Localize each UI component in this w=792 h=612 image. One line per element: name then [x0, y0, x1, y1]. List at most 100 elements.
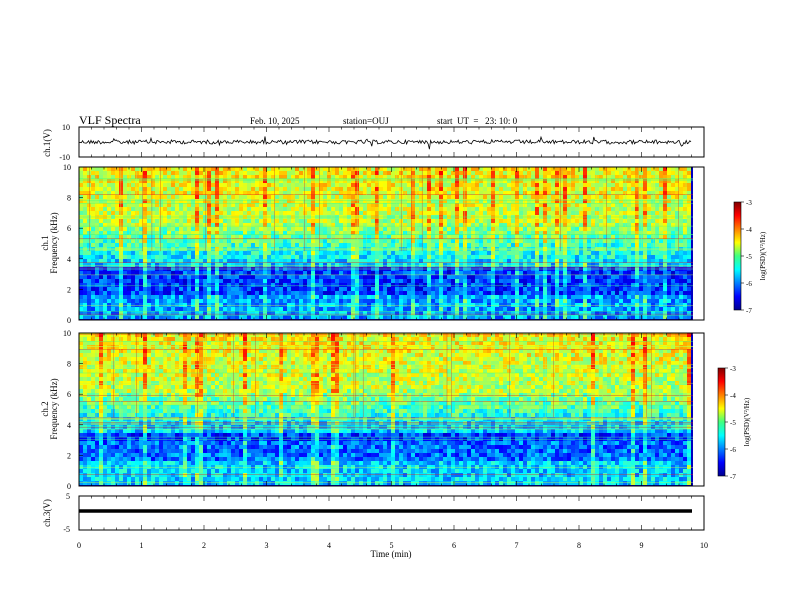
spectrogram-cell: [495, 295, 499, 299]
spectrogram-cell: [487, 283, 491, 287]
spectrogram-cell: [275, 187, 279, 191]
spectrogram-cell: [383, 219, 387, 223]
spectrogram-cell: [507, 195, 511, 199]
spectrogram-cell: [103, 291, 107, 295]
spectrogram-cell: [335, 287, 339, 291]
spectrogram-cell: [463, 191, 467, 195]
spectrogram-cell: [87, 191, 91, 195]
spectrogram-cell: [271, 259, 275, 263]
spectrogram-cell: [335, 295, 339, 299]
spectrogram-cell: [95, 199, 99, 203]
spectrogram-cell: [259, 195, 263, 199]
spectrogram-cell: [511, 227, 515, 231]
spectrogram-cell: [91, 231, 95, 235]
spectrogram-cell: [123, 199, 127, 203]
spectrogram-cell: [275, 251, 279, 255]
spectrogram-cell: [291, 171, 295, 175]
spectrogram-cell: [131, 219, 135, 223]
spectrogram-cell: [451, 315, 455, 319]
spectrogram-cell: [131, 315, 135, 319]
spectrogram-cell: [523, 311, 527, 315]
spectrogram-cell: [95, 223, 99, 227]
spectrogram-cell: [247, 299, 251, 303]
spectrogram-cell: [383, 187, 387, 191]
spectrogram-cell: [363, 171, 367, 175]
spectrogram-cell: [467, 239, 471, 243]
spectrogram-cell: [351, 195, 355, 199]
spectrogram-cell: [79, 231, 83, 235]
spectrogram-cell: [427, 251, 431, 255]
spectrogram-cell: [447, 175, 451, 179]
spectrogram-cell: [91, 171, 95, 175]
spectrogram-cell: [519, 303, 523, 307]
spectrogram-cell: [103, 199, 107, 203]
spectrogram-cell: [575, 187, 579, 191]
spectrogram-cell: [195, 287, 199, 291]
spectrogram-cell: [355, 271, 359, 275]
spectrogram-cell: [415, 231, 419, 235]
spectrogram-cell: [211, 303, 215, 307]
spectrogram-cell: [127, 187, 131, 191]
spectrogram-cell: [571, 299, 575, 303]
spectrogram-cell: [279, 287, 283, 291]
spectrogram-cell: [111, 299, 115, 303]
spectrogram-cell: [571, 291, 575, 295]
spectrogram-cell: [303, 279, 307, 283]
spectrogram-cell: [131, 283, 135, 287]
spectrogram-cell: [135, 315, 139, 319]
spectrogram-cell: [519, 315, 523, 319]
spectrogram-cell: [475, 183, 479, 187]
spectrogram-cell: [199, 279, 203, 283]
spectrogram-cell: [451, 175, 455, 179]
spectrogram-cell: [291, 303, 295, 307]
spectrogram-cell: [363, 291, 367, 295]
spectrogram-cell: [155, 295, 159, 299]
spectrogram-cell: [363, 203, 367, 207]
spectrogram-cell: [327, 311, 331, 315]
spectrogram-cell: [511, 183, 515, 187]
spectrogram-cell: [419, 307, 423, 311]
spectrogram-cell: [207, 211, 211, 215]
spectrogram-cell: [519, 171, 523, 175]
spectrogram-cell: [411, 203, 415, 207]
spectrogram-cell: [571, 223, 575, 227]
spectrogram-cell: [151, 295, 155, 299]
spectrogram-cell: [551, 191, 555, 195]
spectrogram-cell: [387, 187, 391, 191]
spectrogram-cell: [559, 223, 563, 227]
spectrogram-cell: [147, 291, 151, 295]
spectrogram-cell: [215, 283, 219, 287]
spectrogram-cell: [355, 231, 359, 235]
spectrogram-cell: [319, 175, 323, 179]
spectrogram-cell: [207, 239, 211, 243]
spectrogram-cell: [511, 235, 515, 239]
spectrogram-cell: [359, 259, 363, 263]
spectrogram-cell: [431, 231, 435, 235]
spectrogram-cell: [447, 263, 451, 267]
spectrogram-cell: [299, 167, 303, 171]
spectrogram-cell: [175, 223, 179, 227]
spectrogram-cell: [347, 191, 351, 195]
spectrogram-cell: [323, 315, 327, 319]
spectrogram-cell: [307, 211, 311, 215]
spectrogram-cell: [459, 303, 463, 307]
spectrogram-cell: [307, 223, 311, 227]
spectrogram-cell: [175, 207, 179, 211]
spectrogram-cell: [239, 195, 243, 199]
spectrogram-cell: [567, 231, 571, 235]
spectrogram-cell: [587, 207, 591, 211]
spectrogram-cell: [495, 211, 499, 215]
spectrogram-cell: [251, 199, 255, 203]
spectrogram-cell: [299, 191, 303, 195]
spectrogram-cell: [339, 295, 343, 299]
spectrogram-cell: [327, 227, 331, 231]
spectrogram-cell: [287, 299, 291, 303]
spectrogram-cell: [279, 291, 283, 295]
spectrogram-cell: [507, 219, 511, 223]
spectrogram-cell: [507, 255, 511, 259]
spectrogram-cell: [515, 243, 519, 247]
spectrogram-cell: [263, 299, 267, 303]
spectrogram-cell: [447, 283, 451, 287]
spectrogram-cell: [179, 187, 183, 191]
spectrogram-cell: [255, 203, 259, 207]
